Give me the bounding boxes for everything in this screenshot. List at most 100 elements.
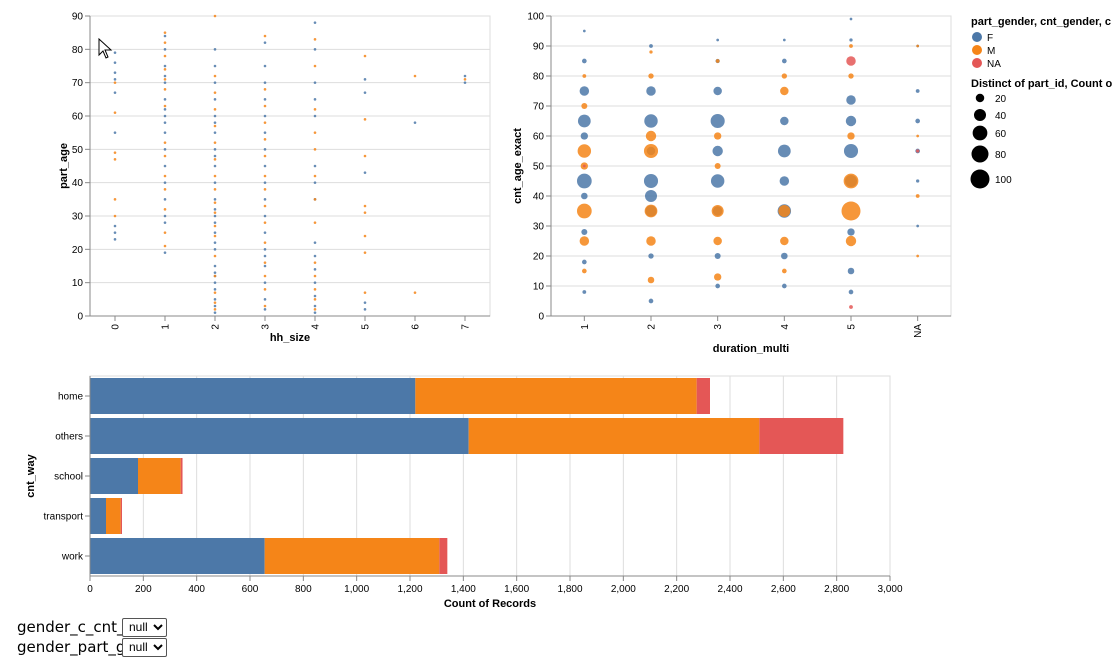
point-m: [576, 203, 592, 219]
x-tick-label: 600: [242, 584, 259, 595]
point-m: [643, 143, 659, 159]
point-m: [647, 276, 655, 284]
point-m: [363, 118, 367, 121]
point-f: [577, 114, 591, 128]
y-tick-label: 50: [72, 145, 84, 156]
x-tick-label: 6: [411, 324, 422, 330]
point-m: [263, 288, 267, 291]
point-f: [313, 268, 317, 271]
point-f: [213, 231, 217, 234]
point-f: [263, 98, 267, 101]
point-f: [849, 17, 853, 21]
point-m: [163, 31, 167, 34]
chart3-y-title: cnt_way: [25, 453, 37, 497]
point-m: [263, 154, 267, 158]
chart2-y-title: cnt_age_exact: [512, 128, 524, 204]
point-f: [582, 58, 587, 64]
y-tick-label: 30: [72, 212, 84, 223]
bar-home-f: [90, 378, 416, 414]
point-f: [313, 254, 317, 258]
point-f: [163, 181, 167, 184]
mouse-cursor-icon: [98, 38, 113, 59]
point-m: [163, 231, 167, 234]
size-legend-title: Distinct of part_id, Count o: [971, 78, 1112, 90]
y-tick-label: 20: [533, 252, 545, 263]
point-m: [715, 59, 720, 63]
point-m: [916, 134, 920, 138]
point-f: [648, 298, 654, 304]
point-f: [113, 71, 117, 74]
point-f: [213, 48, 217, 51]
point-f: [779, 176, 790, 186]
chart1-frame: [89, 15, 491, 317]
point-m: [577, 144, 592, 158]
bar-work-na: [439, 538, 448, 574]
chart2-axes: 0 10 20 30 40 50 60 70 80 90 100 1 2 3 4 5 NA: [527, 12, 951, 338]
x-tick-label: 2: [647, 324, 658, 330]
size-legend-items: 20 40 60 80 100: [970, 93, 1012, 189]
chart2-points: [576, 17, 920, 309]
x-tick-label: 0: [111, 324, 122, 330]
point-f: [263, 41, 267, 44]
point-m: [648, 73, 654, 79]
point-f: [648, 253, 654, 259]
point-m: [363, 154, 367, 158]
point-f: [163, 81, 167, 84]
point-na: [849, 305, 853, 309]
point-f: [313, 81, 317, 84]
point-f: [846, 95, 856, 105]
point-m: [213, 224, 217, 228]
point-m: [313, 64, 317, 68]
point-m: [915, 194, 920, 198]
point-f: [163, 221, 167, 224]
point-f: [646, 86, 656, 96]
point-f: [163, 164, 167, 168]
point-m: [263, 221, 267, 224]
point-f: [313, 21, 317, 24]
x-tick-label: 2,400: [717, 584, 742, 595]
point-m: [582, 268, 587, 274]
point-f: [163, 34, 167, 38]
point-f: [113, 231, 117, 234]
chart1-axes: 0 10 20 30 40 50 60 70 80 90 0 1 2 3 4 5 6 7: [72, 12, 490, 330]
point-f: [213, 288, 217, 291]
point-f: [163, 74, 167, 78]
legend-size-label: 20: [995, 94, 1007, 105]
point-f: [213, 81, 217, 84]
part-gender-select[interactable]: null: [122, 637, 167, 657]
point-f: [313, 164, 317, 168]
point-f: [581, 228, 588, 236]
point-f: [363, 308, 367, 311]
point-m: [713, 236, 722, 246]
point-m: [644, 204, 658, 218]
point-f: [213, 121, 217, 124]
point-f: [263, 214, 267, 218]
point-m: [163, 88, 167, 91]
y-tick-label: 40: [72, 178, 84, 189]
point-m: [845, 235, 857, 247]
point-m: [363, 211, 367, 214]
point-f: [363, 91, 367, 94]
y-tick-label: transport: [44, 512, 84, 523]
x-tick-label: 1,200: [397, 584, 422, 595]
point-na: [916, 149, 920, 153]
y-tick-label: 70: [533, 102, 545, 113]
point-m: [646, 236, 656, 246]
point-m: [649, 50, 653, 54]
point-f: [163, 48, 167, 51]
point-m: [313, 288, 317, 291]
point-f: [263, 264, 267, 268]
cnt-gender-select[interactable]: null: [122, 617, 167, 637]
legend-swatch-m: [972, 45, 982, 55]
point-f: [213, 131, 217, 134]
point-m: [213, 234, 217, 238]
point-m: [713, 132, 722, 140]
x-tick-label: 3,000: [877, 584, 902, 595]
legend-size-circle: [975, 93, 985, 103]
point-m: [780, 236, 789, 246]
x-tick-label: 1: [580, 324, 591, 330]
point-f: [313, 48, 317, 51]
point-f: [915, 118, 920, 124]
y-tick-label: 90: [533, 42, 545, 53]
